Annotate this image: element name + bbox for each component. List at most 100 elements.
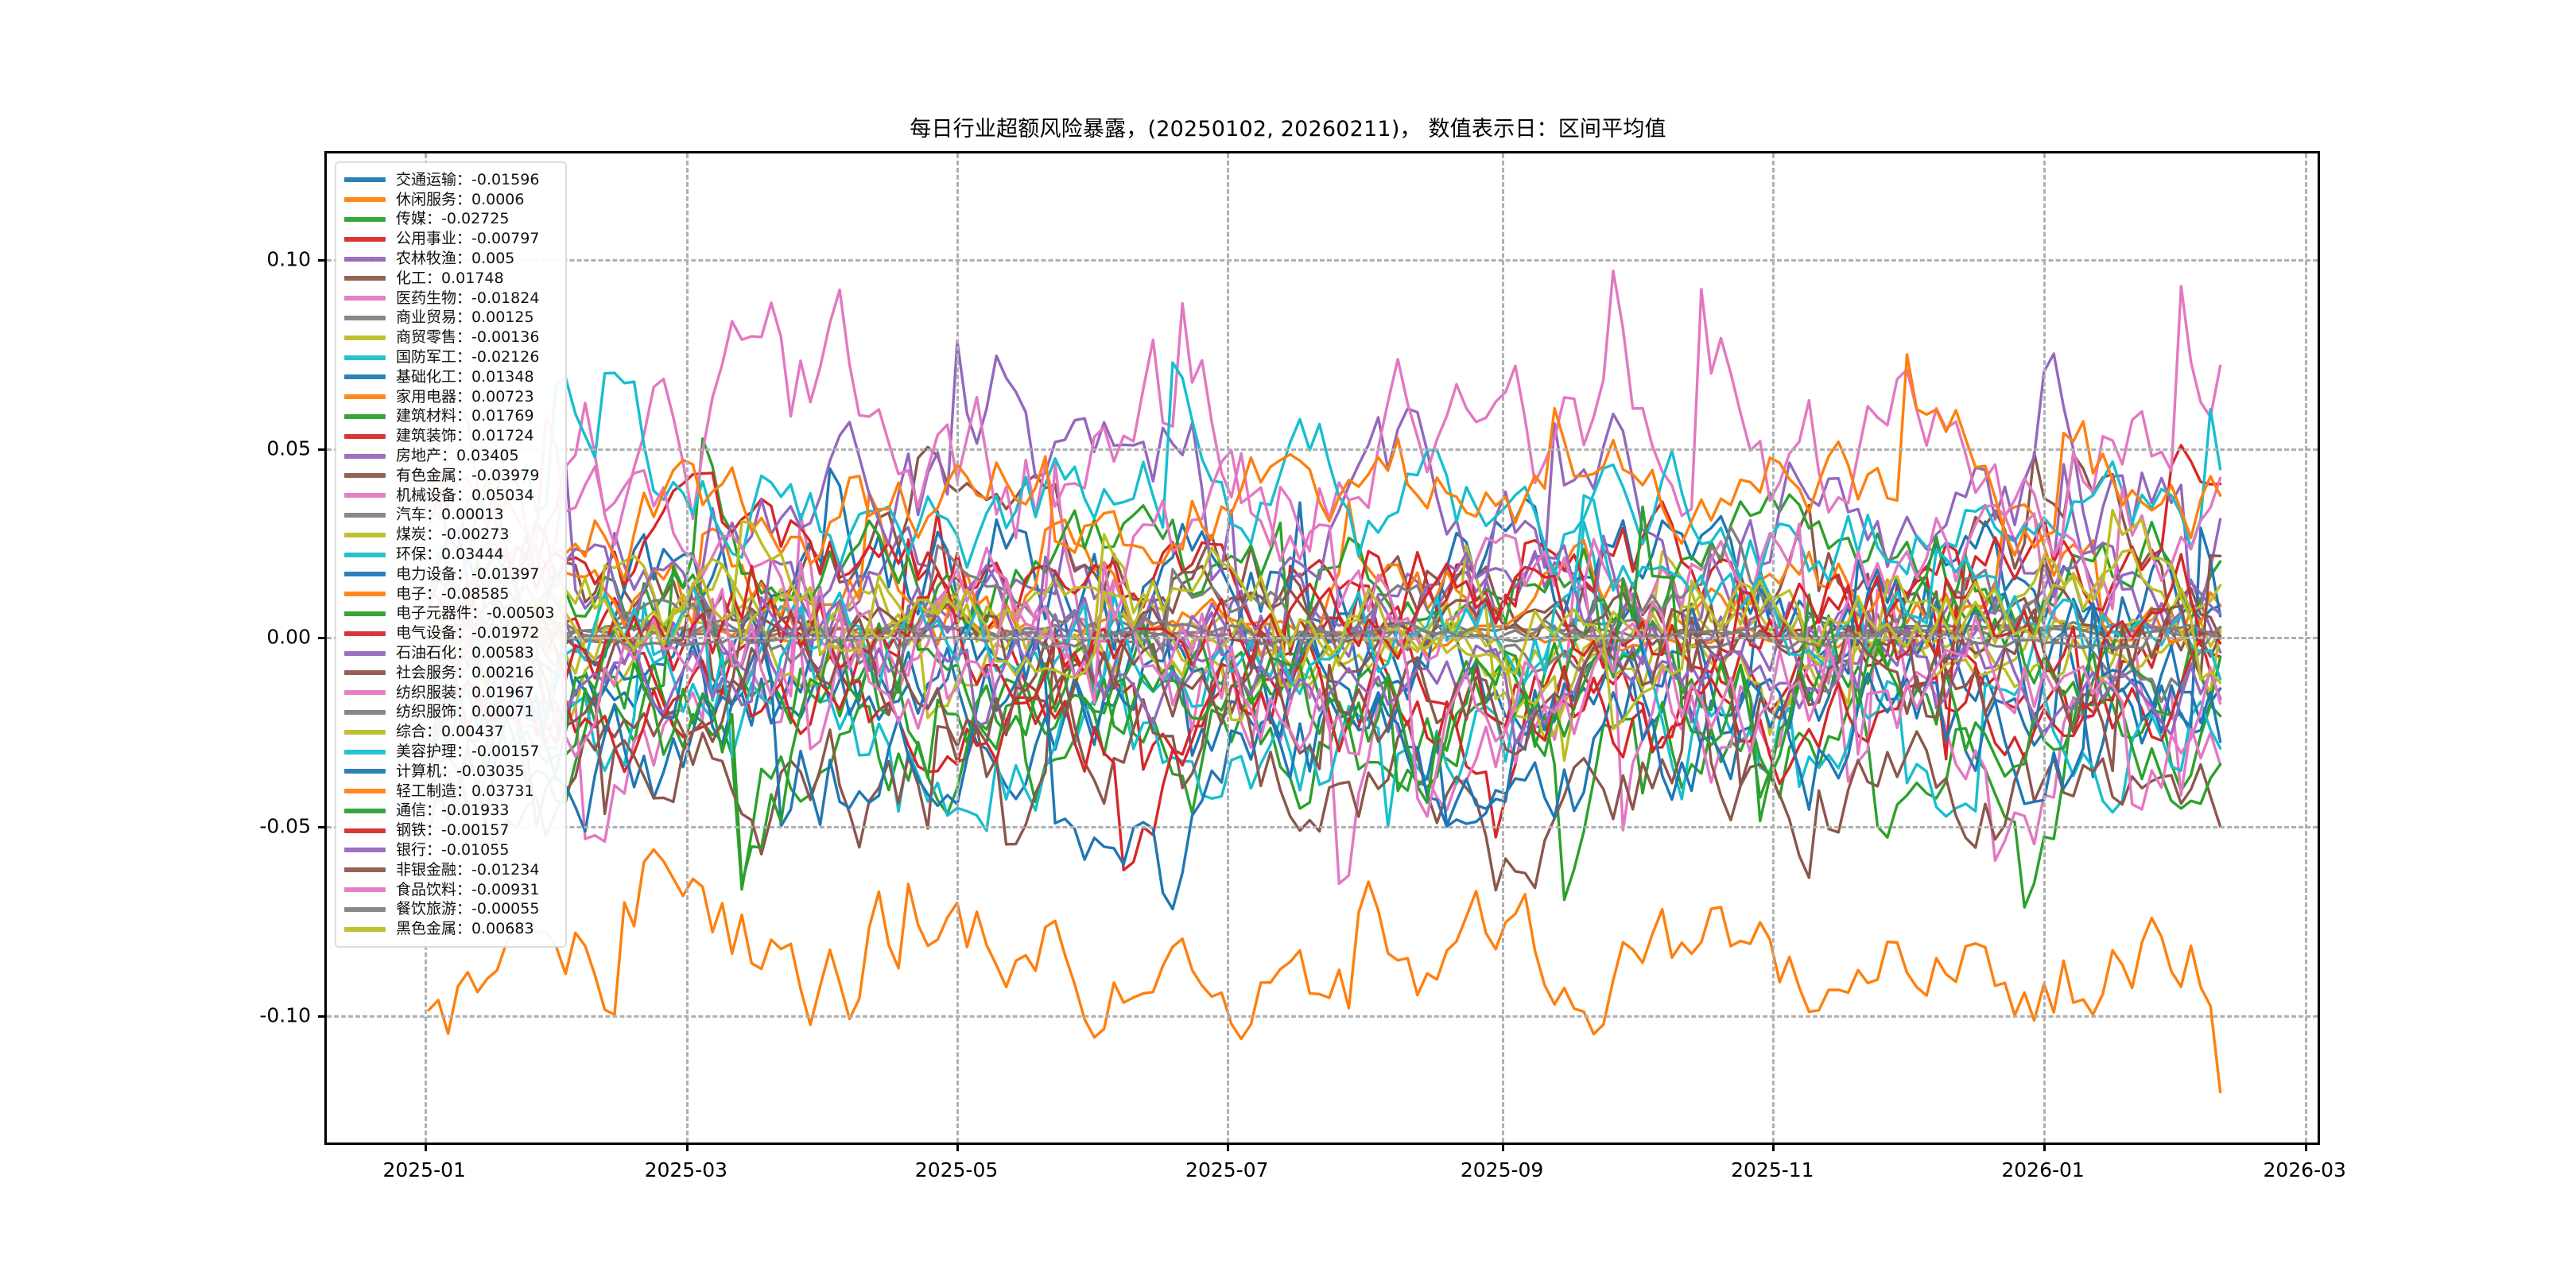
legend-item[interactable]: 钢铁：-0.00157 (344, 821, 554, 840)
legend-item-label: 国防军工：-0.02126 (396, 348, 540, 367)
x-tick-mark (956, 1143, 960, 1151)
legend-item[interactable]: 家用电器：0.00723 (344, 387, 554, 407)
legend-item[interactable]: 纺织服装：0.01967 (344, 683, 554, 703)
legend-color-swatch (344, 650, 386, 656)
legend-item-label: 传媒：-0.02725 (396, 210, 510, 228)
y-tick-mark (318, 1014, 327, 1018)
legend-item-label: 环保：0.03444 (396, 545, 504, 564)
legend-item[interactable]: 计算机：-0.03035 (344, 762, 554, 782)
legend-item[interactable]: 食品饮料：-0.00931 (344, 880, 554, 900)
x-tick-label: 2026-01 (2001, 1158, 2085, 1181)
legend-item-label: 公用事业：-0.00797 (396, 230, 540, 248)
legend-color-swatch (344, 177, 386, 183)
legend-item[interactable]: 电力设备：-0.01397 (344, 564, 554, 584)
legend-item-label: 石油石化：0.00583 (396, 644, 534, 662)
legend-item-label: 电力设备：-0.01397 (396, 564, 540, 583)
legend-item[interactable]: 煤炭：-0.00273 (344, 525, 554, 545)
legend[interactable]: 交通运输：-0.01596 休闲服务：0.0006 传媒：-0.02725 公用事业：… (335, 161, 568, 949)
legend-color-swatch (344, 808, 386, 813)
legend-item-label: 家用电器：0.00723 (396, 387, 534, 405)
legend-color-swatch (344, 493, 386, 499)
x-tick-mark (1227, 1143, 1230, 1151)
legend-item[interactable]: 机械设备：0.05034 (344, 486, 554, 506)
legend-color-swatch (344, 394, 386, 400)
legend-item[interactable]: 银行：-0.01055 (344, 840, 554, 860)
x-tick-label: 2025-01 (382, 1158, 466, 1181)
legend-item[interactable]: 商贸零售：-0.00136 (344, 328, 554, 347)
legend-item-label: 纺织服饰：0.00071 (396, 703, 534, 721)
y-tick-mark (318, 259, 327, 262)
series-line (427, 526, 2222, 828)
legend-item-label: 社会服务：0.00216 (396, 663, 534, 681)
legend-item-label: 汽车：0.00013 (396, 506, 504, 524)
legend-color-swatch (344, 216, 386, 222)
page-title: 每日行业超额风险暴露，(20250102, 20260211)， 数值表示日：区… (910, 117, 1666, 142)
series-lines (427, 269, 2222, 1094)
legend-color-swatch (344, 512, 386, 518)
series-line (427, 444, 2222, 658)
legend-item[interactable]: 非银金融：-0.01234 (344, 860, 554, 880)
legend-item[interactable]: 有色金属：-0.03979 (344, 466, 554, 486)
legend-item-label: 休闲服务：0.0006 (396, 190, 525, 208)
y-tick-label: 0.00 (266, 625, 311, 649)
legend-item[interactable]: 美容护理：-0.00157 (344, 742, 554, 762)
legend-item[interactable]: 基础化工：0.01348 (344, 367, 554, 387)
legend-item-label: 建筑装饰：0.01724 (396, 427, 534, 445)
legend-item[interactable]: 轻工制造：0.03731 (344, 782, 554, 801)
legend-item-label: 银行：-0.01055 (396, 840, 510, 859)
x-tick-mark (2043, 1143, 2046, 1151)
legend-color-swatch (344, 926, 386, 932)
legend-item[interactable]: 社会服务：0.00216 (344, 663, 554, 683)
legend-item[interactable]: 休闲服务：0.0006 (344, 190, 554, 210)
y-tick-label: -0.05 (259, 814, 311, 838)
legend-item[interactable]: 环保：0.03444 (344, 545, 554, 564)
legend-item-label: 煤炭：-0.00273 (396, 526, 510, 544)
series-line (427, 616, 2222, 892)
series-line (427, 353, 2222, 582)
series-line (427, 437, 2222, 673)
legend-item[interactable]: 纺织服饰：0.00071 (344, 703, 554, 723)
legend-item[interactable]: 国防军工：-0.02126 (344, 347, 554, 367)
legend-item[interactable]: 餐饮旅游：-0.00055 (344, 899, 554, 919)
legend-item[interactable]: 农林牧渔：0.005 (344, 249, 554, 269)
legend-color-swatch (344, 532, 386, 537)
legend-item[interactable]: 建筑材料：0.01769 (344, 407, 554, 427)
series-line (427, 561, 2222, 818)
series-line (427, 555, 2222, 746)
legend-color-swatch (344, 256, 386, 262)
legend-color-swatch (344, 670, 386, 676)
legend-item-label: 医药生物：-0.01824 (396, 289, 540, 307)
legend-item-label: 电气设备：-0.01972 (396, 624, 540, 642)
legend-item[interactable]: 汽车：0.00013 (344, 506, 554, 526)
legend-item[interactable]: 通信：-0.01933 (344, 801, 554, 821)
series-line (427, 361, 2222, 606)
legend-item[interactable]: 建筑装饰：0.01724 (344, 426, 554, 446)
legend-item[interactable]: 黑色金属：0.00683 (344, 919, 554, 939)
legend-item-label: 有色金属：-0.03979 (396, 466, 540, 484)
legend-color-swatch (344, 374, 386, 380)
legend-item[interactable]: 房地产：0.03405 (344, 446, 554, 466)
legend-item[interactable]: 电气设备：-0.01972 (344, 623, 554, 643)
legend-item-label: 美容护理：-0.00157 (396, 743, 540, 760)
legend-item[interactable]: 商业贸易：0.00125 (344, 308, 554, 328)
legend-item[interactable]: 公用事业：-0.00797 (344, 229, 554, 249)
legend-item-label: 农林牧渔：0.005 (396, 250, 515, 268)
x-tick-label: 2026-03 (2263, 1158, 2346, 1181)
y-tick-label: 0.05 (266, 436, 311, 460)
legend-color-swatch (344, 828, 386, 833)
legend-item[interactable]: 医药生物：-0.01824 (344, 289, 554, 308)
series-line (427, 520, 2222, 832)
legend-color-swatch (344, 355, 386, 360)
legend-item[interactable]: 电子元器件：-0.00503 (344, 604, 554, 624)
legend-color-swatch (344, 296, 386, 301)
x-tick-label: 2025-05 (914, 1158, 999, 1181)
legend-item[interactable]: 电子：-0.08585 (344, 584, 554, 604)
legend-color-swatch (344, 473, 386, 479)
legend-item[interactable]: 传媒：-0.02725 (344, 210, 554, 230)
legend-item[interactable]: 化工：0.01748 (344, 269, 554, 289)
legend-item[interactable]: 石油石化：0.00583 (344, 643, 554, 663)
legend-color-swatch (344, 592, 386, 597)
legend-item[interactable]: 综合：0.00437 (344, 722, 554, 742)
legend-item[interactable]: 交通运输：-0.01596 (344, 170, 554, 190)
legend-color-swatch (344, 236, 386, 242)
